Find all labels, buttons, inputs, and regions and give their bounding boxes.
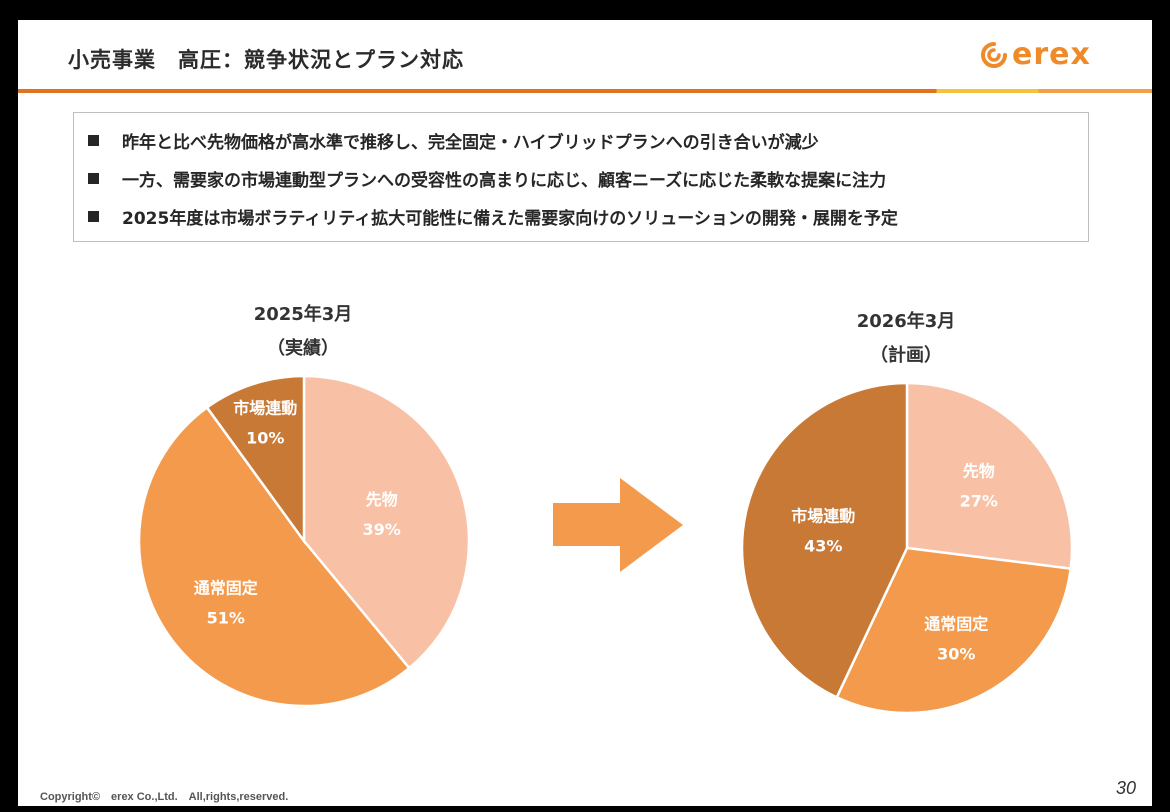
bullet-text: 2025年度は市場ボラティリティ拡大可能性に備えた需要家向けのソリューションの開…: [122, 208, 898, 229]
bullet-item: 2025年度は市場ボラティリティ拡大可能性に備えた需要家向けのソリューションの開…: [88, 197, 1088, 235]
bullet-text: 一方、需要家の市場連動型プランへの受容性の高まりに応じ、顧客ニーズに応じた柔軟な…: [122, 170, 887, 191]
pie-2026-value-futures: 27%: [960, 492, 998, 511]
pie-title-right: 2026年3月 （計画）: [806, 305, 1006, 373]
pie-2026-slice-futures: [905, 381, 1074, 571]
pie-chart-2026: 先物 27% 通常固定 30% 市場連動 43%: [740, 381, 1074, 715]
logo: erex: [980, 40, 1091, 70]
arrow-right-icon: [553, 478, 683, 572]
pie-2025-slice-futures: [302, 374, 471, 670]
page-title: 小売事業 高圧：競争状況とプラン対応: [68, 48, 464, 72]
pie-title-note: （計画）: [870, 345, 942, 366]
pie-2025-slice-market: [205, 374, 306, 545]
page-number: 30: [1116, 778, 1137, 798]
pie-2026-slice-fixed: [835, 546, 1073, 715]
pie-title-note: （実績）: [267, 338, 339, 359]
logo-text: erex: [1012, 37, 1091, 72]
erex-logo-icon: [981, 42, 1007, 68]
pie-title-date: 2026年3月: [856, 311, 956, 332]
pie-title-date: 2025年3月: [253, 304, 353, 325]
bullet-item: 昨年と比べ先物価格が高水準で推移し、完全固定・ハイブリッドプランへの引き合いが減…: [88, 121, 1088, 159]
bullet-item: 一方、需要家の市場連動型プランへの受容性の高まりに応じ、顧客ニーズに応じた柔軟な…: [88, 159, 1088, 197]
slide: 小売事業 高圧：競争状況とプラン対応 erex 昨年と比べ先物価格が高水準で推移…: [18, 20, 1152, 806]
copyright-text: Copyright© erex Co.,Ltd. All,rights,rese…: [40, 791, 289, 803]
title-divider: [18, 89, 1152, 93]
pie-2026-value-market: 43%: [804, 536, 842, 555]
charts-canvas: 先物 39% 通常固定 51% 市場連動 10% 先物 27% 通常固定 30% 市場連動 43%: [137, 374, 1074, 715]
bullet-square-icon: [88, 210, 99, 222]
pie-2025-label-fixed: 通常固定: [194, 579, 258, 598]
pie-2025-label-market: 市場連動: [233, 399, 297, 418]
pie-title-left: 2025年3月 （実績）: [203, 298, 403, 366]
bullet-text: 昨年と比べ先物価格が高水準で推移し、完全固定・ハイブリッドプランへの引き合いが減…: [122, 132, 819, 153]
pie-2025-value-market: 10%: [246, 429, 284, 448]
pie-2026-label-market: 市場連動: [791, 506, 855, 525]
summary-box: 昨年と比べ先物価格が高水準で推移し、完全固定・ハイブリッドプランへの引き合いが減…: [73, 112, 1089, 242]
pie-2026-label-fixed: 通常固定: [924, 615, 988, 634]
pie-2026-label-futures: 先物: [963, 462, 995, 481]
pie-chart-2025: 先物 39% 通常固定 51% 市場連動 10%: [137, 374, 471, 708]
pie-2025-slice-fixed: [137, 405, 411, 708]
pie-2025-value-futures: 39%: [362, 520, 400, 539]
bullet-square-icon: [88, 172, 99, 184]
pie-2026-slice-market: [740, 381, 909, 699]
pie-2025-value-fixed: 51%: [207, 609, 245, 628]
pie-2025-label-futures: 先物: [366, 490, 398, 509]
bullet-square-icon: [88, 134, 99, 146]
pie-2026-value-fixed: 30%: [937, 645, 975, 664]
